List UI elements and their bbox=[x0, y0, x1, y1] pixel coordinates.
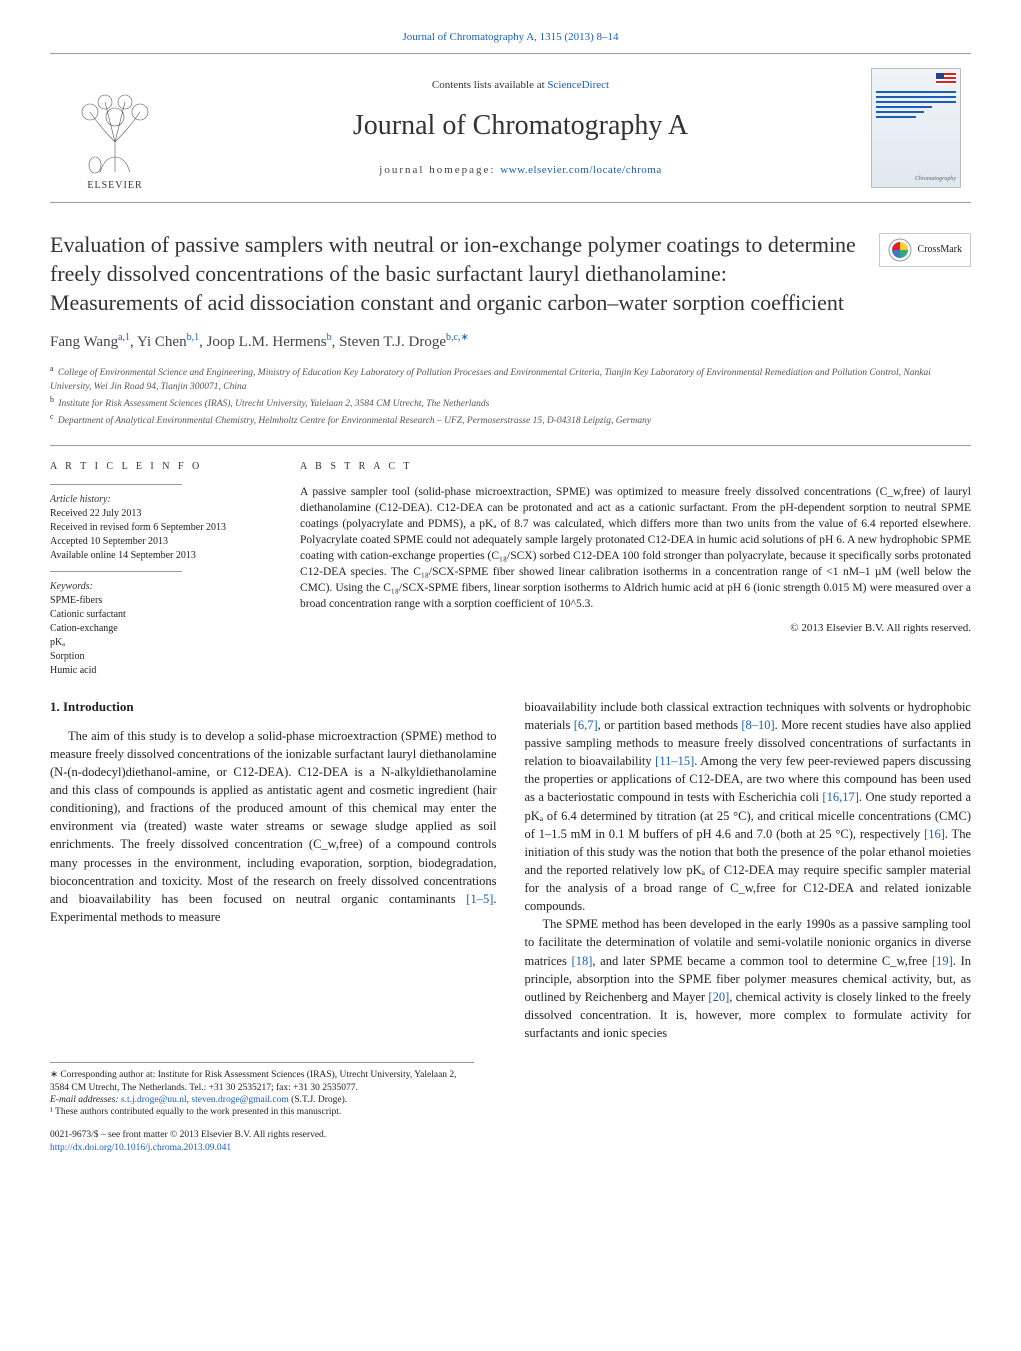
citation-link[interactable]: [1–5] bbox=[466, 892, 493, 906]
affiliation-line: b Institute for Risk Assessment Sciences… bbox=[50, 394, 971, 411]
article-title: Evaluation of passive samplers with neut… bbox=[50, 231, 971, 317]
history-line: Received in revised form 6 September 201… bbox=[50, 521, 270, 535]
citation-link[interactable]: [11–15] bbox=[655, 754, 694, 768]
keyword: Cationic surfactant bbox=[50, 608, 270, 622]
journal-issue-link[interactable]: Journal of Chromatography A, 1315 (2013)… bbox=[50, 30, 971, 45]
abstract-block: A B S T R A C T A passive sampler tool (… bbox=[300, 460, 971, 678]
citation-link[interactable]: [16,17] bbox=[822, 790, 858, 804]
contents-available-line: Contents lists available at ScienceDirec… bbox=[170, 78, 871, 93]
email-link[interactable]: s.t.j.droge@uu.nl bbox=[121, 1095, 187, 1105]
keyword: pKₐ bbox=[50, 636, 270, 650]
history-line: Accepted 10 September 2013 bbox=[50, 535, 270, 549]
footnotes: ∗ Corresponding author at: Institute for… bbox=[50, 1062, 474, 1118]
body-column-left: 1. Introduction The aim of this study is… bbox=[50, 698, 497, 1042]
affiliation-line: a College of Environmental Science and E… bbox=[50, 363, 971, 394]
journal-cover-thumbnail: Chromatography bbox=[871, 68, 961, 188]
elsevier-tree-icon bbox=[70, 87, 160, 177]
keyword: Cation-exchange bbox=[50, 622, 270, 636]
journal-homepage-line: journal homepage: www.elsevier.com/locat… bbox=[170, 163, 871, 178]
section-heading-intro: 1. Introduction bbox=[50, 698, 497, 717]
equal-contribution-note: ¹ These authors contributed equally to t… bbox=[50, 1106, 474, 1118]
abstract-text: A passive sampler tool (solid-phase micr… bbox=[300, 484, 971, 613]
sciencedirect-link[interactable]: ScienceDirect bbox=[547, 79, 609, 91]
intro-paragraph-1: The aim of this study is to develop a so… bbox=[50, 727, 497, 926]
crossmark-icon bbox=[888, 238, 912, 262]
intro-paragraph-1-cont: bioavailability include both classical e… bbox=[525, 698, 972, 916]
issn-copyright: 0021-9673/$ – see front matter © 2013 El… bbox=[50, 1129, 971, 1142]
history-line: Received 22 July 2013 bbox=[50, 507, 270, 521]
abstract-label: A B S T R A C T bbox=[300, 460, 971, 474]
crossmark-label: CrossMark bbox=[918, 243, 962, 257]
email-link[interactable]: steven.droge@gmail.com bbox=[191, 1095, 288, 1105]
journal-title: Journal of Chromatography A bbox=[170, 106, 871, 145]
journal-header: ELSEVIER Contents lists available at Sci… bbox=[50, 53, 971, 203]
history-line: Available online 14 September 2013 bbox=[50, 549, 270, 563]
citation-link[interactable]: [6,7] bbox=[574, 718, 598, 732]
crossmark-badge[interactable]: CrossMark bbox=[879, 233, 971, 267]
keyword: Sorption bbox=[50, 650, 270, 664]
affiliations: a College of Environmental Science and E… bbox=[50, 363, 971, 429]
article-info-label: A R T I C L E I N F O bbox=[50, 460, 270, 474]
publisher-name: ELSEVIER bbox=[87, 179, 142, 193]
citation-link[interactable]: [19] bbox=[932, 954, 953, 968]
affiliation-line: c Department of Analytical Environmental… bbox=[50, 411, 971, 428]
keyword: Humic acid bbox=[50, 664, 270, 678]
keyword: SPME-fibers bbox=[50, 594, 270, 608]
author-list: Fang Wanga,1, Yi Chenb,1, Joop L.M. Herm… bbox=[50, 331, 971, 353]
citation-link[interactable]: [20] bbox=[708, 990, 729, 1004]
history-label: Article history: bbox=[50, 493, 270, 507]
abstract-copyright: © 2013 Elsevier B.V. All rights reserved… bbox=[300, 621, 971, 636]
corresponding-author-note: ∗ Corresponding author at: Institute for… bbox=[50, 1069, 474, 1094]
journal-homepage-link[interactable]: www.elsevier.com/locate/chroma bbox=[500, 164, 662, 176]
citation-link[interactable]: [18] bbox=[572, 954, 593, 968]
keywords-label: Keywords: bbox=[50, 580, 270, 594]
email-line: E-mail addresses: s.t.j.droge@uu.nl, ste… bbox=[50, 1094, 474, 1106]
doi-link[interactable]: http://dx.doi.org/10.1016/j.chroma.2013.… bbox=[50, 1143, 231, 1153]
citation-link[interactable]: [16] bbox=[924, 827, 945, 841]
body-column-right: bioavailability include both classical e… bbox=[525, 698, 972, 1042]
citation-link[interactable]: [8–10] bbox=[741, 718, 774, 732]
article-info-sidebar: A R T I C L E I N F O Article history: R… bbox=[50, 460, 270, 678]
front-matter-footer: 0021-9673/$ – see front matter © 2013 El… bbox=[50, 1129, 971, 1156]
intro-paragraph-2: The SPME method has been developed in th… bbox=[525, 915, 972, 1042]
elsevier-logo: ELSEVIER bbox=[60, 63, 170, 193]
